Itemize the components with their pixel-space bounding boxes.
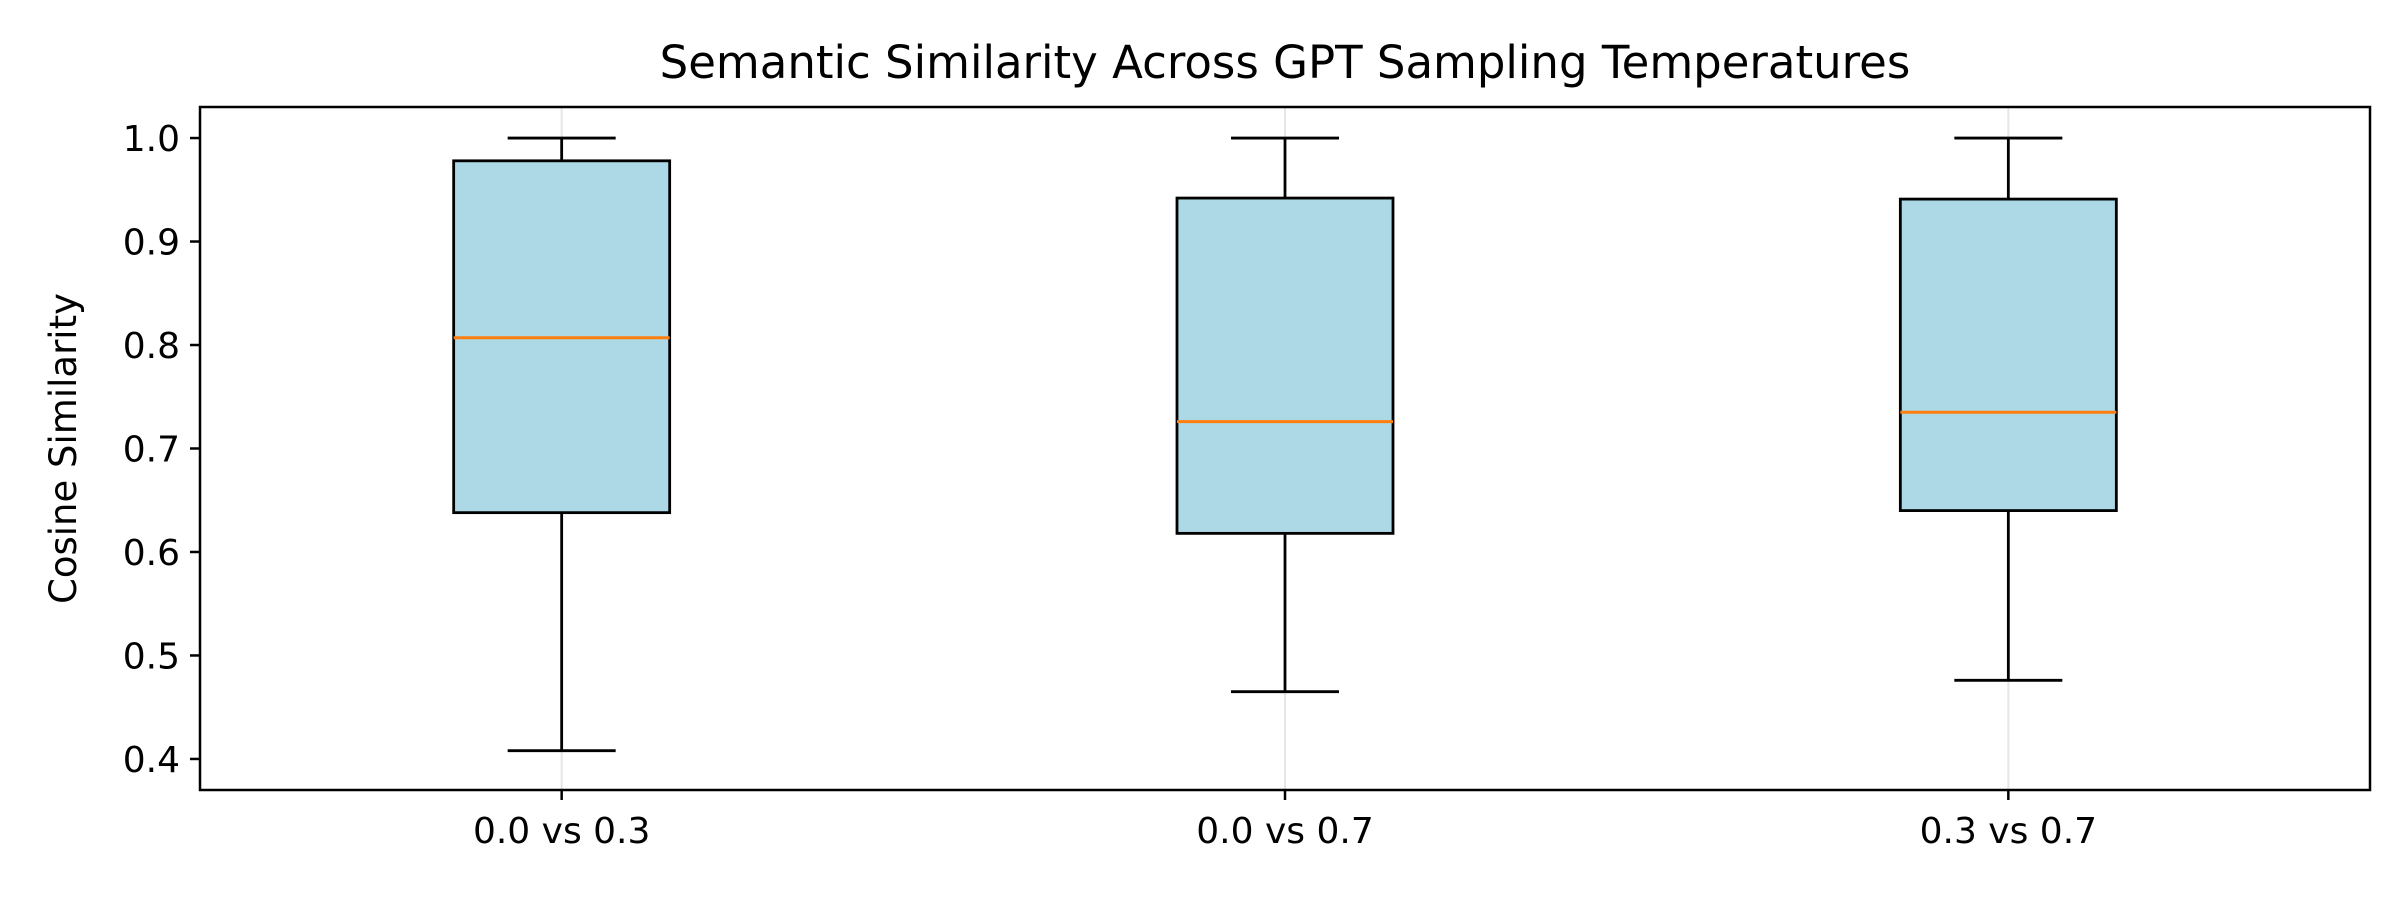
ticks-layer: 0.4 0.5 0.6 0.7 0.8 0.9 1.0 0.0 vs 0.3 0.0 vs 0.… [123,119,2097,852]
y-tick-label: 0.6 [123,533,180,574]
y-tick-label: 1.0 [123,119,180,160]
y-tick-label: 0.7 [123,430,180,471]
chart-title: Semantic Similarity Across GPT Sampling … [660,36,1911,89]
x-tick-label: 0.0 vs 0.7 [1196,811,1373,852]
iqr-box [1898,197,2118,512]
y-axis-label: Cosine Similarity [42,293,85,604]
box-group [452,136,672,753]
box-group [1898,136,2118,682]
y-tick-label: 0.5 [123,636,180,677]
x-tick-label: 0.3 vs 0.7 [1920,811,2097,852]
y-tick-label: 0.4 [123,740,180,781]
x-tick-label: 0.0 vs 0.3 [473,811,650,852]
boxes-layer [452,136,2118,753]
y-tick-label: 0.8 [123,326,180,367]
y-tick-label: 0.9 [123,223,180,264]
box-group [1175,136,1395,694]
iqr-box [1175,196,1395,535]
